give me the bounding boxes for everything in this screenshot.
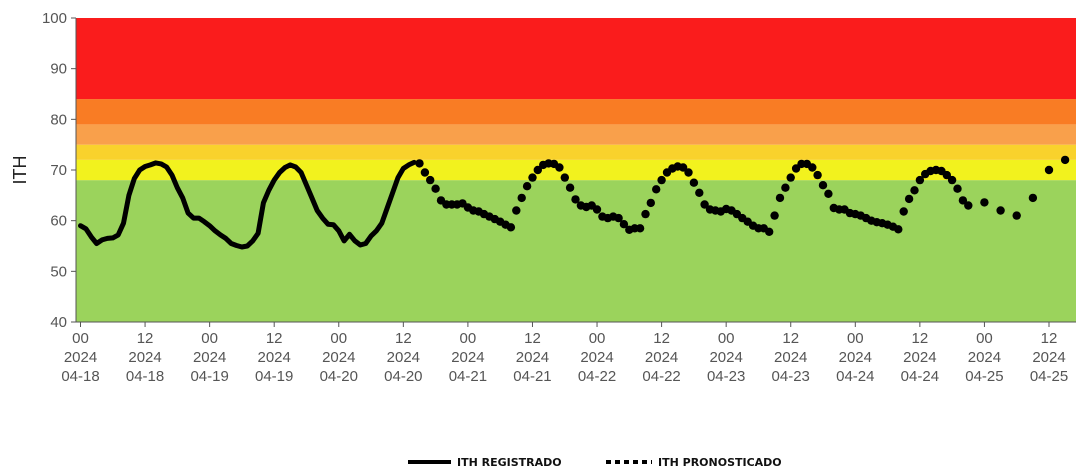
y-tick-label: 60 <box>50 213 67 230</box>
pronosticado-point <box>770 211 779 220</box>
pronosticado-point <box>904 194 914 204</box>
pronosticado-point <box>614 213 623 223</box>
y-tick-label: 100 <box>42 10 67 27</box>
series-ith-pronosticado <box>415 155 1070 236</box>
pronosticado-point <box>522 182 532 191</box>
pronosticado-point <box>964 201 973 210</box>
x-tick-label: 00 2024 04-24 <box>836 330 874 385</box>
pronosticado-point <box>942 170 951 180</box>
pronosticado-point <box>565 183 575 192</box>
legend-label-pronosticado: ITH PRONOSTICADO <box>658 456 782 467</box>
pronosticado-point <box>635 224 645 233</box>
pronosticado-point <box>953 184 962 193</box>
pronosticado-point <box>915 175 925 185</box>
pronosticado-point <box>808 163 817 172</box>
band-5 <box>76 18 1076 100</box>
x-tick-label: 00 2024 04-21 <box>449 330 487 385</box>
pronosticado-point <box>695 188 704 197</box>
pronosticado-point <box>431 184 440 193</box>
pronosticado-point <box>947 175 957 185</box>
x-axis: 00 2024 04-18 12 2024 04-18 00 2024 04-19 12 2024 0… <box>61 321 1076 385</box>
pronosticado-point <box>899 207 908 216</box>
x-tick-label: 00 2024 04-18 <box>61 330 99 385</box>
pronosticado-point <box>1044 165 1054 175</box>
y-axis: 40 50 60 70 80 90 100 <box>42 10 77 331</box>
band-2 <box>76 144 1076 160</box>
x-tick-label: 12 2024 04-18 <box>126 330 164 385</box>
x-tick-label: 00 2024 04-20 <box>320 330 358 385</box>
pronosticado-point <box>415 159 424 168</box>
pronosticado-point <box>420 168 430 177</box>
x-tick-label: 12 2024 04-24 <box>901 330 939 385</box>
pronosticado-point <box>619 220 629 229</box>
pronosticado-point <box>512 206 521 215</box>
risk-bands <box>76 18 1076 322</box>
x-tick-label: 12 2024 04-23 <box>772 330 810 385</box>
x-tick-label: 12 2024 04-25 <box>1030 330 1068 385</box>
x-tick-label: 12 2024 04-20 <box>384 330 422 385</box>
y-tick-label: 80 <box>50 111 67 128</box>
series-ith-registrado <box>78 159 417 250</box>
band-0 <box>76 180 1076 322</box>
y-tick-label: 90 <box>50 61 67 78</box>
pronosticado-point <box>958 196 968 205</box>
legend: ITH REGISTRADO ITH PRONOSTICADO <box>408 456 782 467</box>
pronosticado-point <box>775 193 785 203</box>
x-tick-label: 12 2024 04-21 <box>513 330 551 385</box>
band-1 <box>76 159 1076 181</box>
pronosticado-point <box>652 185 661 194</box>
pronosticado-point <box>996 206 1005 215</box>
pronosticado-point <box>1060 155 1070 165</box>
x-tick-label: 00 2024 04-25 <box>965 330 1003 385</box>
pronosticado-point <box>426 175 435 185</box>
pronosticado-point <box>781 183 790 192</box>
pronosticado-point <box>689 178 699 187</box>
pronosticado-point <box>657 175 666 185</box>
y-tick-label: 40 <box>50 314 67 331</box>
pronosticado-point <box>555 163 564 172</box>
pronosticado-point <box>786 173 795 182</box>
pronosticado-point <box>533 165 542 175</box>
y-tick-label: 70 <box>50 162 67 179</box>
pronosticado-point <box>646 198 655 208</box>
registrado-line <box>78 159 417 250</box>
pronosticado-point <box>684 168 693 177</box>
x-tick-label: 00 2024 04-22 <box>578 330 616 385</box>
y-tick-label: 50 <box>50 263 67 280</box>
x-tick-label: 12 2024 04-19 <box>255 330 293 385</box>
x-tick-label: 12 2024 04-22 <box>642 330 680 385</box>
pronosticado-point <box>980 198 989 207</box>
pronosticado-point <box>517 193 526 203</box>
pronosticado-point <box>765 227 774 236</box>
band-4 <box>76 99 1076 125</box>
pronosticado-point <box>813 170 822 180</box>
pronosticado-point <box>1012 211 1021 220</box>
x-tick-label: 00 2024 04-23 <box>707 330 745 385</box>
pronosticado-point <box>824 189 833 198</box>
y-axis-title: ITH <box>10 156 30 185</box>
pronosticado-point <box>700 200 709 209</box>
pronosticado-point <box>592 205 602 214</box>
legend-label-registrado: ITH REGISTRADO <box>457 456 562 467</box>
pronosticado-point <box>560 173 569 182</box>
pronosticado-point <box>641 209 650 219</box>
pronosticado-point <box>528 173 537 182</box>
pronosticado-point <box>678 163 688 172</box>
band-3 <box>76 124 1076 145</box>
pronosticado-point <box>571 195 580 204</box>
pronosticado-point <box>1028 193 1038 203</box>
pronosticado-point <box>818 181 828 190</box>
x-tick-label: 00 2024 04-19 <box>190 330 228 385</box>
pronosticado-point <box>894 225 903 234</box>
pronosticado-point <box>910 186 919 195</box>
pronosticado-point <box>506 223 516 232</box>
